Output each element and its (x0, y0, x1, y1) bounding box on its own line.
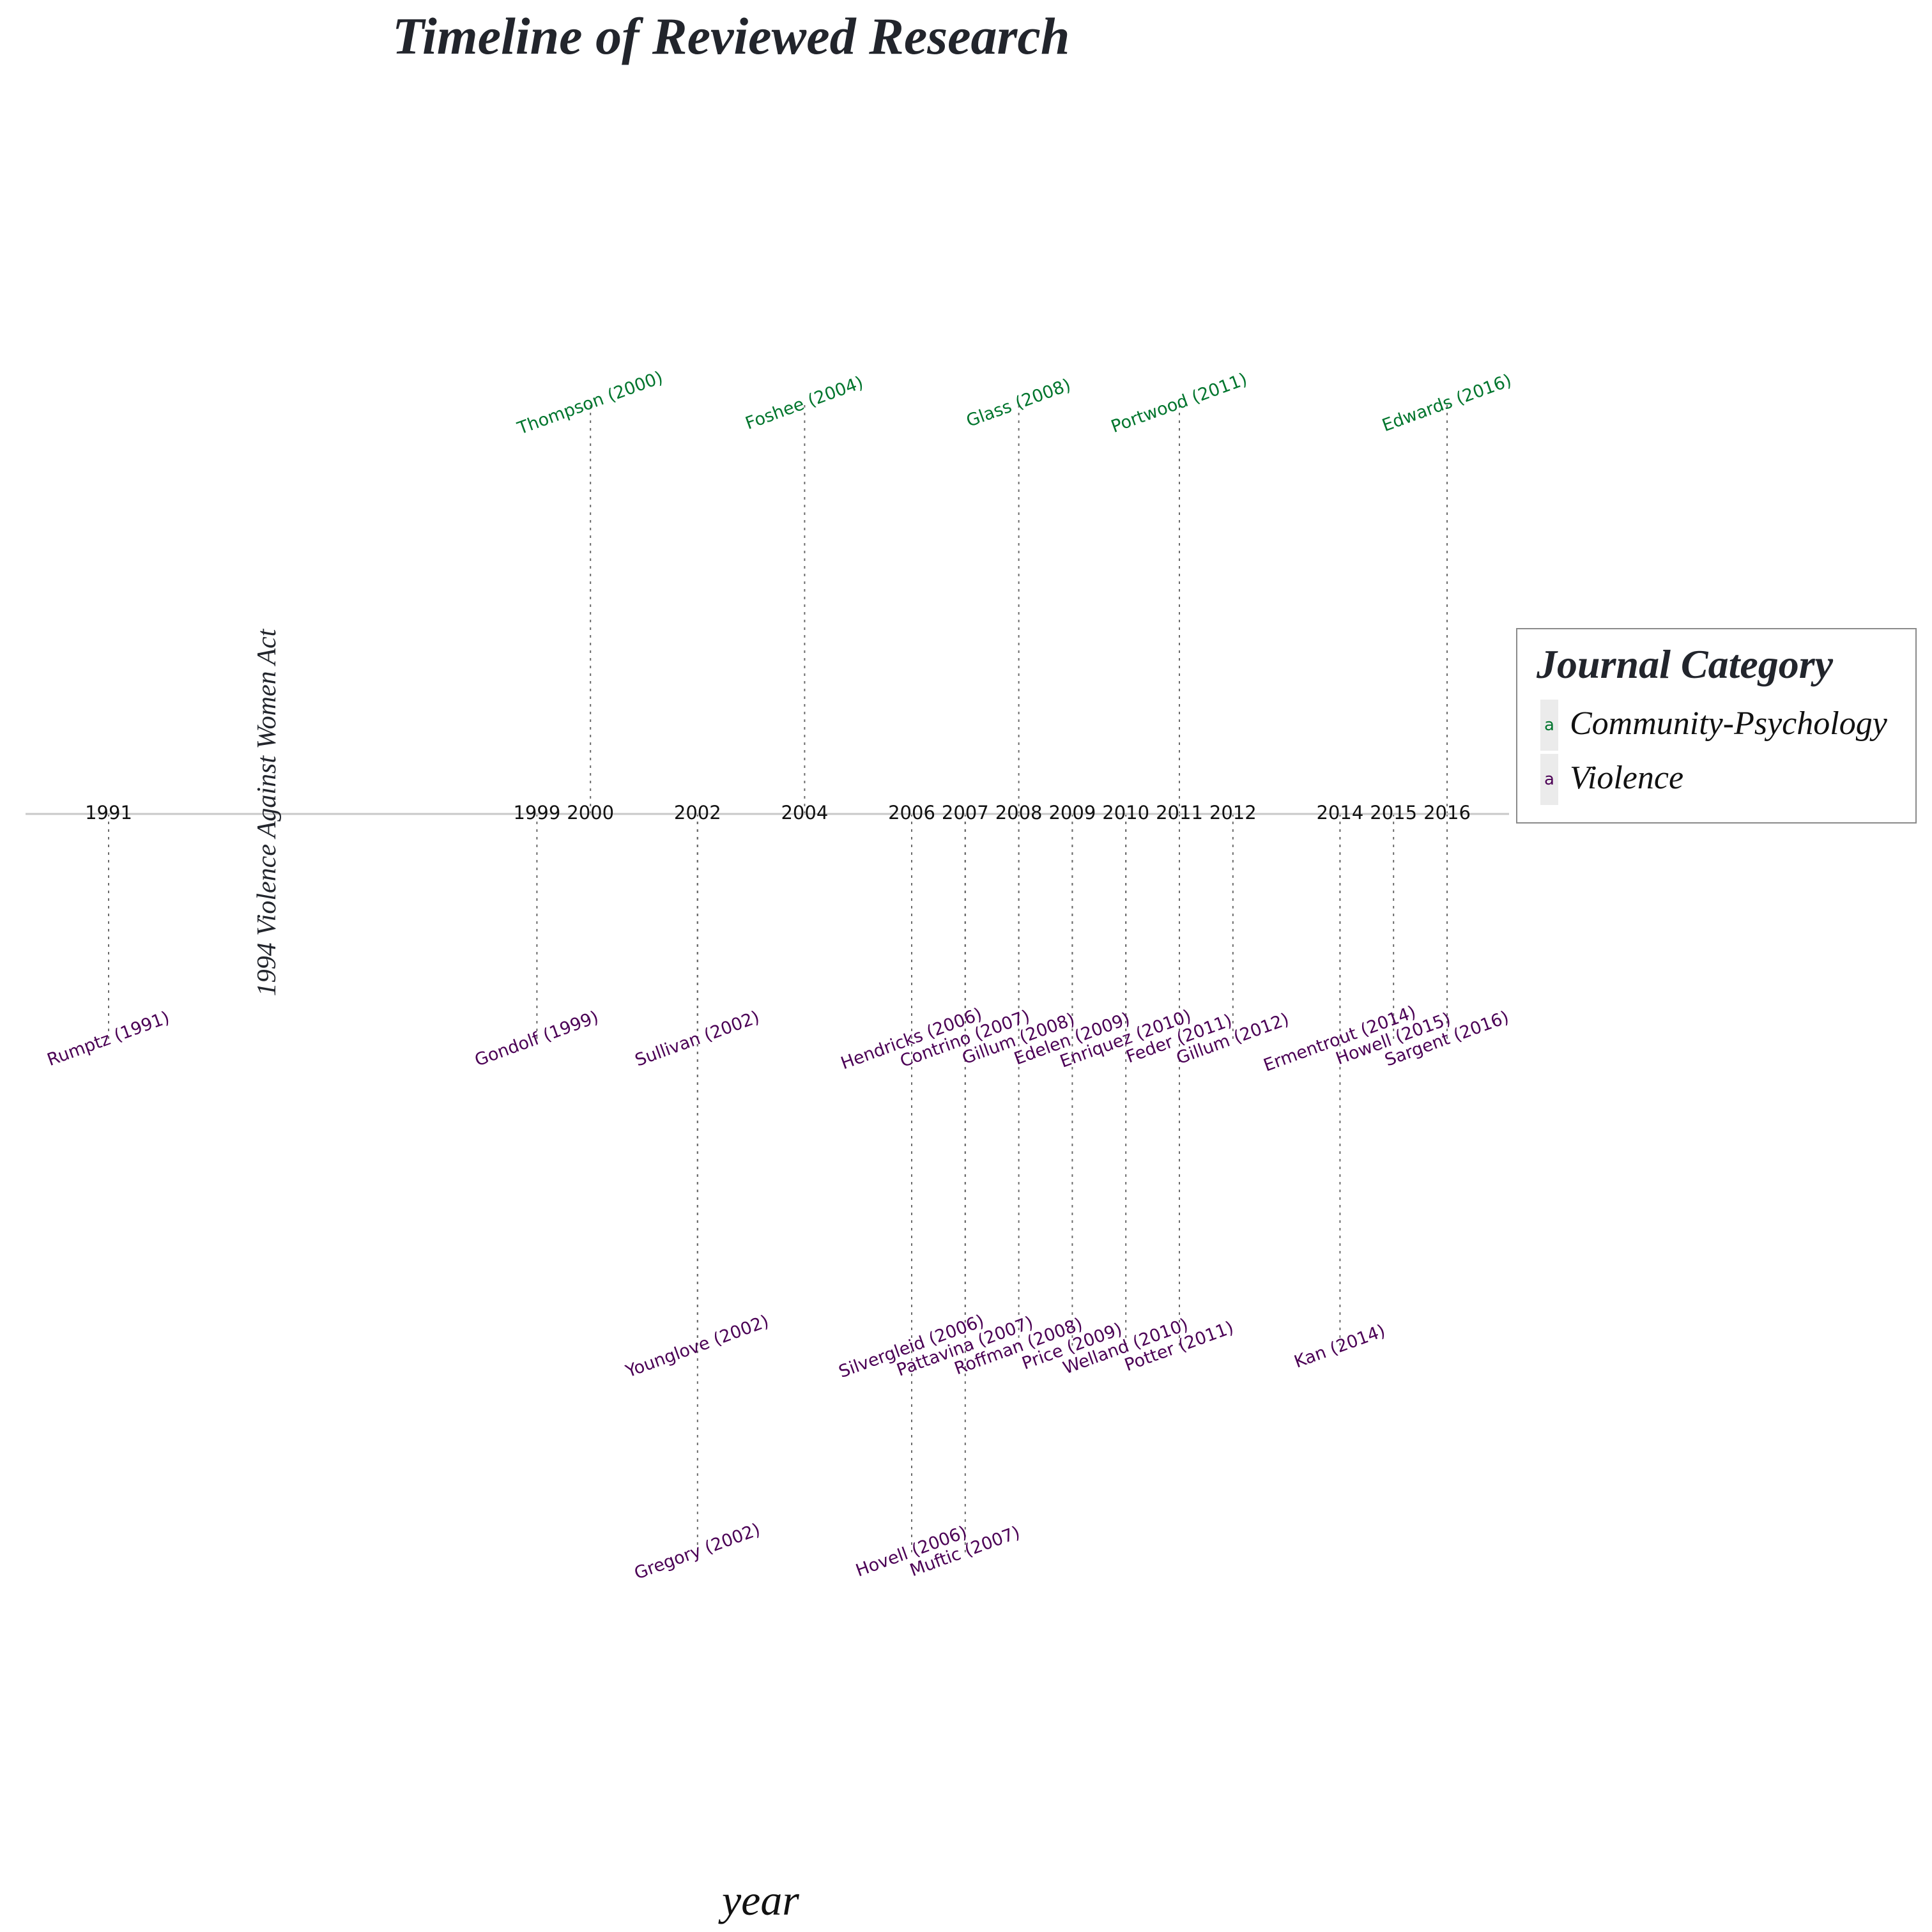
tick-label-1991: 1991 (85, 802, 132, 824)
x-axis-title: year (722, 1876, 799, 1924)
legend-key-community-psychology: a (1540, 700, 1558, 751)
tick-label-2007: 2007 (942, 802, 989, 824)
legend-title: Journal Category (1537, 641, 1834, 687)
tick-label-2016: 2016 (1423, 802, 1471, 824)
tick-label-2011: 2011 (1156, 802, 1203, 824)
legend: Journal Category a Community-Psychology … (1516, 628, 1917, 824)
tick-label-2014: 2014 (1316, 802, 1363, 824)
tick-label-2015: 2015 (1370, 802, 1417, 824)
stem-lines (108, 404, 1448, 1552)
study-label-gondolf-1999: Gondolf (1999) (472, 1008, 601, 1071)
tick-label-2009: 2009 (1048, 802, 1096, 824)
annotation-vawa-1994: 1994 Violence Against Women Act (252, 628, 282, 996)
legend-key-violence: a (1540, 754, 1558, 805)
tick-label-2006: 2006 (888, 802, 935, 824)
tick-label-2000: 2000 (567, 802, 614, 824)
study-label-edwards-2016: Edwards (2016) (1379, 371, 1514, 436)
tick-label-2008: 2008 (995, 802, 1043, 824)
study-label-portwood-2011: Portwood (2011) (1108, 369, 1250, 437)
legend-item-violence: a Violence (1540, 754, 1911, 805)
tick-label-2002: 2002 (674, 802, 721, 824)
chart-title: Timeline of Reviewed Research (392, 7, 1070, 65)
tick-label-2010: 2010 (1102, 802, 1149, 824)
study-label-foshee-2004: Foshee (2004) (743, 372, 866, 433)
year-tick-labels: 1991 1999 2000 2002 2004 2006 2007 2008 2009 2010… (85, 802, 1471, 824)
legend-label-violence: Violence (1570, 760, 1684, 796)
tick-label-1999: 1999 (513, 802, 560, 824)
study-label-rumptz-1991: Rumptz (1991) (45, 1008, 172, 1070)
legend-label-community-psychology: Community-Psychology (1570, 705, 1887, 742)
tick-label-2012: 2012 (1209, 802, 1257, 824)
tick-label-2004: 2004 (781, 802, 828, 824)
legend-item-community-psychology: a Community-Psychology (1540, 700, 1911, 751)
